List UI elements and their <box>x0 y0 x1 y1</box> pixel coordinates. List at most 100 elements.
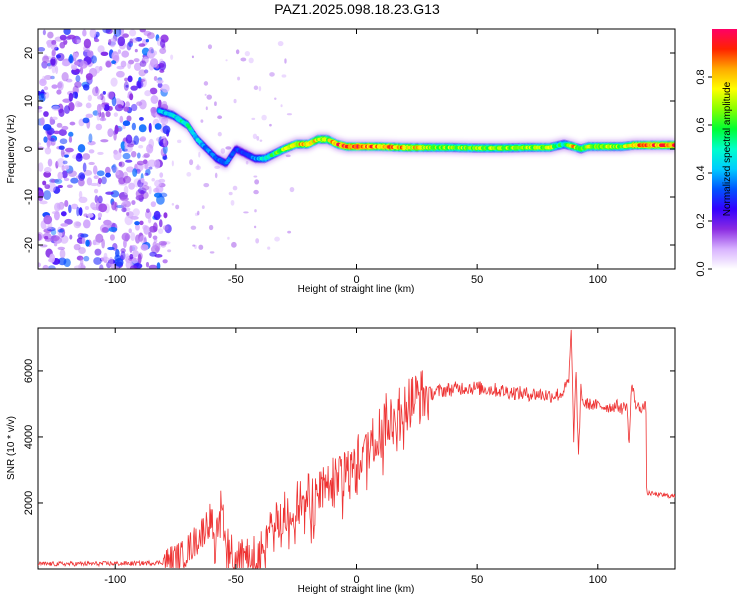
noise-speckle <box>153 76 158 81</box>
noise-speckle <box>92 86 100 97</box>
noise-speckle <box>115 171 120 176</box>
noise-speckle <box>130 150 137 158</box>
noise-speckle <box>60 223 69 227</box>
noise-speckle <box>191 55 194 59</box>
noise-speckle <box>129 29 137 37</box>
noise-speckle <box>140 177 145 183</box>
noise-speckle <box>139 220 144 226</box>
noise-speckle <box>141 185 150 191</box>
noise-speckle <box>47 265 56 269</box>
noise-speckle <box>148 138 155 149</box>
noise-speckle <box>75 74 81 83</box>
noise-speckle <box>50 43 58 50</box>
noise-speckle <box>189 159 194 166</box>
noise-speckle <box>97 212 103 218</box>
noise-speckle <box>125 159 133 163</box>
noise-speckle <box>93 188 99 194</box>
noise-speckle <box>125 253 129 261</box>
x-tick-label: 0 <box>353 574 359 586</box>
noise-speckle <box>43 111 49 117</box>
noise-speckle <box>95 233 104 244</box>
noise-speckle <box>285 154 291 158</box>
noise-speckle <box>38 109 43 113</box>
noise-speckle <box>198 151 201 158</box>
colorbar-tick-label: 0.2 <box>695 213 707 228</box>
noise-speckle <box>56 89 62 95</box>
noise-speckle <box>203 81 209 86</box>
noise-speckle <box>159 219 163 228</box>
noise-speckle <box>55 54 62 59</box>
noise-speckle <box>51 234 60 242</box>
colorbar-gradient <box>712 29 737 269</box>
x-tick-label: 50 <box>471 574 483 586</box>
noise-speckle <box>143 69 149 74</box>
noise-speckle <box>145 38 150 43</box>
noise-speckle <box>88 161 95 166</box>
noise-speckle <box>96 170 105 177</box>
noise-speckle <box>84 206 90 211</box>
noise-speckle <box>71 203 79 210</box>
noise-speckle <box>105 110 111 118</box>
noise-speckle <box>259 139 263 142</box>
noise-speckle <box>129 253 134 260</box>
noise-speckle <box>197 210 200 216</box>
noise-speckle <box>255 238 260 244</box>
noise-speckle <box>135 189 144 199</box>
noise-speckle <box>125 134 133 144</box>
noise-speckle <box>63 29 71 36</box>
noise-speckle <box>77 178 85 187</box>
noise-speckle <box>163 212 168 219</box>
x-tick-label: 0 <box>353 274 359 286</box>
noise-speckle <box>261 114 267 121</box>
noise-speckle <box>65 147 74 153</box>
noise-speckle <box>107 91 115 100</box>
noise-speckle <box>44 184 51 190</box>
noise-speckle <box>225 59 228 62</box>
noise-speckle <box>61 125 69 131</box>
noise-speckle <box>150 106 158 114</box>
noise-speckle <box>105 60 112 68</box>
noise-speckle <box>44 225 52 230</box>
noise-speckle <box>89 29 97 38</box>
noise-speckle <box>99 264 104 269</box>
noise-speckle <box>58 145 65 150</box>
x-tick-label: 100 <box>589 274 607 286</box>
noise-speckle <box>116 70 125 78</box>
noise-speckle <box>148 185 152 195</box>
noise-speckle <box>122 200 127 205</box>
noise-speckle <box>284 58 287 64</box>
noise-speckle <box>131 122 136 131</box>
y-tick-label: 2000 <box>23 491 35 515</box>
noise-speckle <box>98 103 105 110</box>
noise-speckle <box>111 201 117 211</box>
noise-speckle <box>145 168 151 176</box>
noise-speckle <box>94 195 99 204</box>
noise-speckle <box>159 192 168 198</box>
noise-speckle <box>58 257 67 266</box>
noise-speckle <box>93 257 102 265</box>
noise-speckle <box>47 158 53 167</box>
noise-speckle <box>101 176 107 185</box>
noise-speckle <box>59 249 66 259</box>
noise-speckle <box>158 63 165 68</box>
noise-speckle <box>51 84 58 89</box>
noise-speckle <box>145 208 150 213</box>
noise-speckle <box>135 234 141 244</box>
noise-speckle <box>269 72 275 77</box>
noise-speckle <box>152 241 157 249</box>
noise-speckle <box>98 203 108 213</box>
spectrogram-ridge <box>156 103 675 171</box>
noise-speckle <box>127 61 132 70</box>
noise-speckle <box>101 227 109 233</box>
noise-speckle <box>140 77 147 88</box>
noise-speckle <box>53 130 61 135</box>
noise-speckle <box>113 54 119 62</box>
noise-speckle <box>64 165 70 170</box>
noise-speckle <box>156 262 161 269</box>
noise-speckle <box>123 106 130 112</box>
noise-speckle <box>251 117 256 121</box>
colorbar-tick-label: 0.4 <box>695 165 707 180</box>
noise-speckle <box>51 116 58 121</box>
noise-speckle <box>151 178 155 182</box>
noise-speckle <box>80 233 89 238</box>
